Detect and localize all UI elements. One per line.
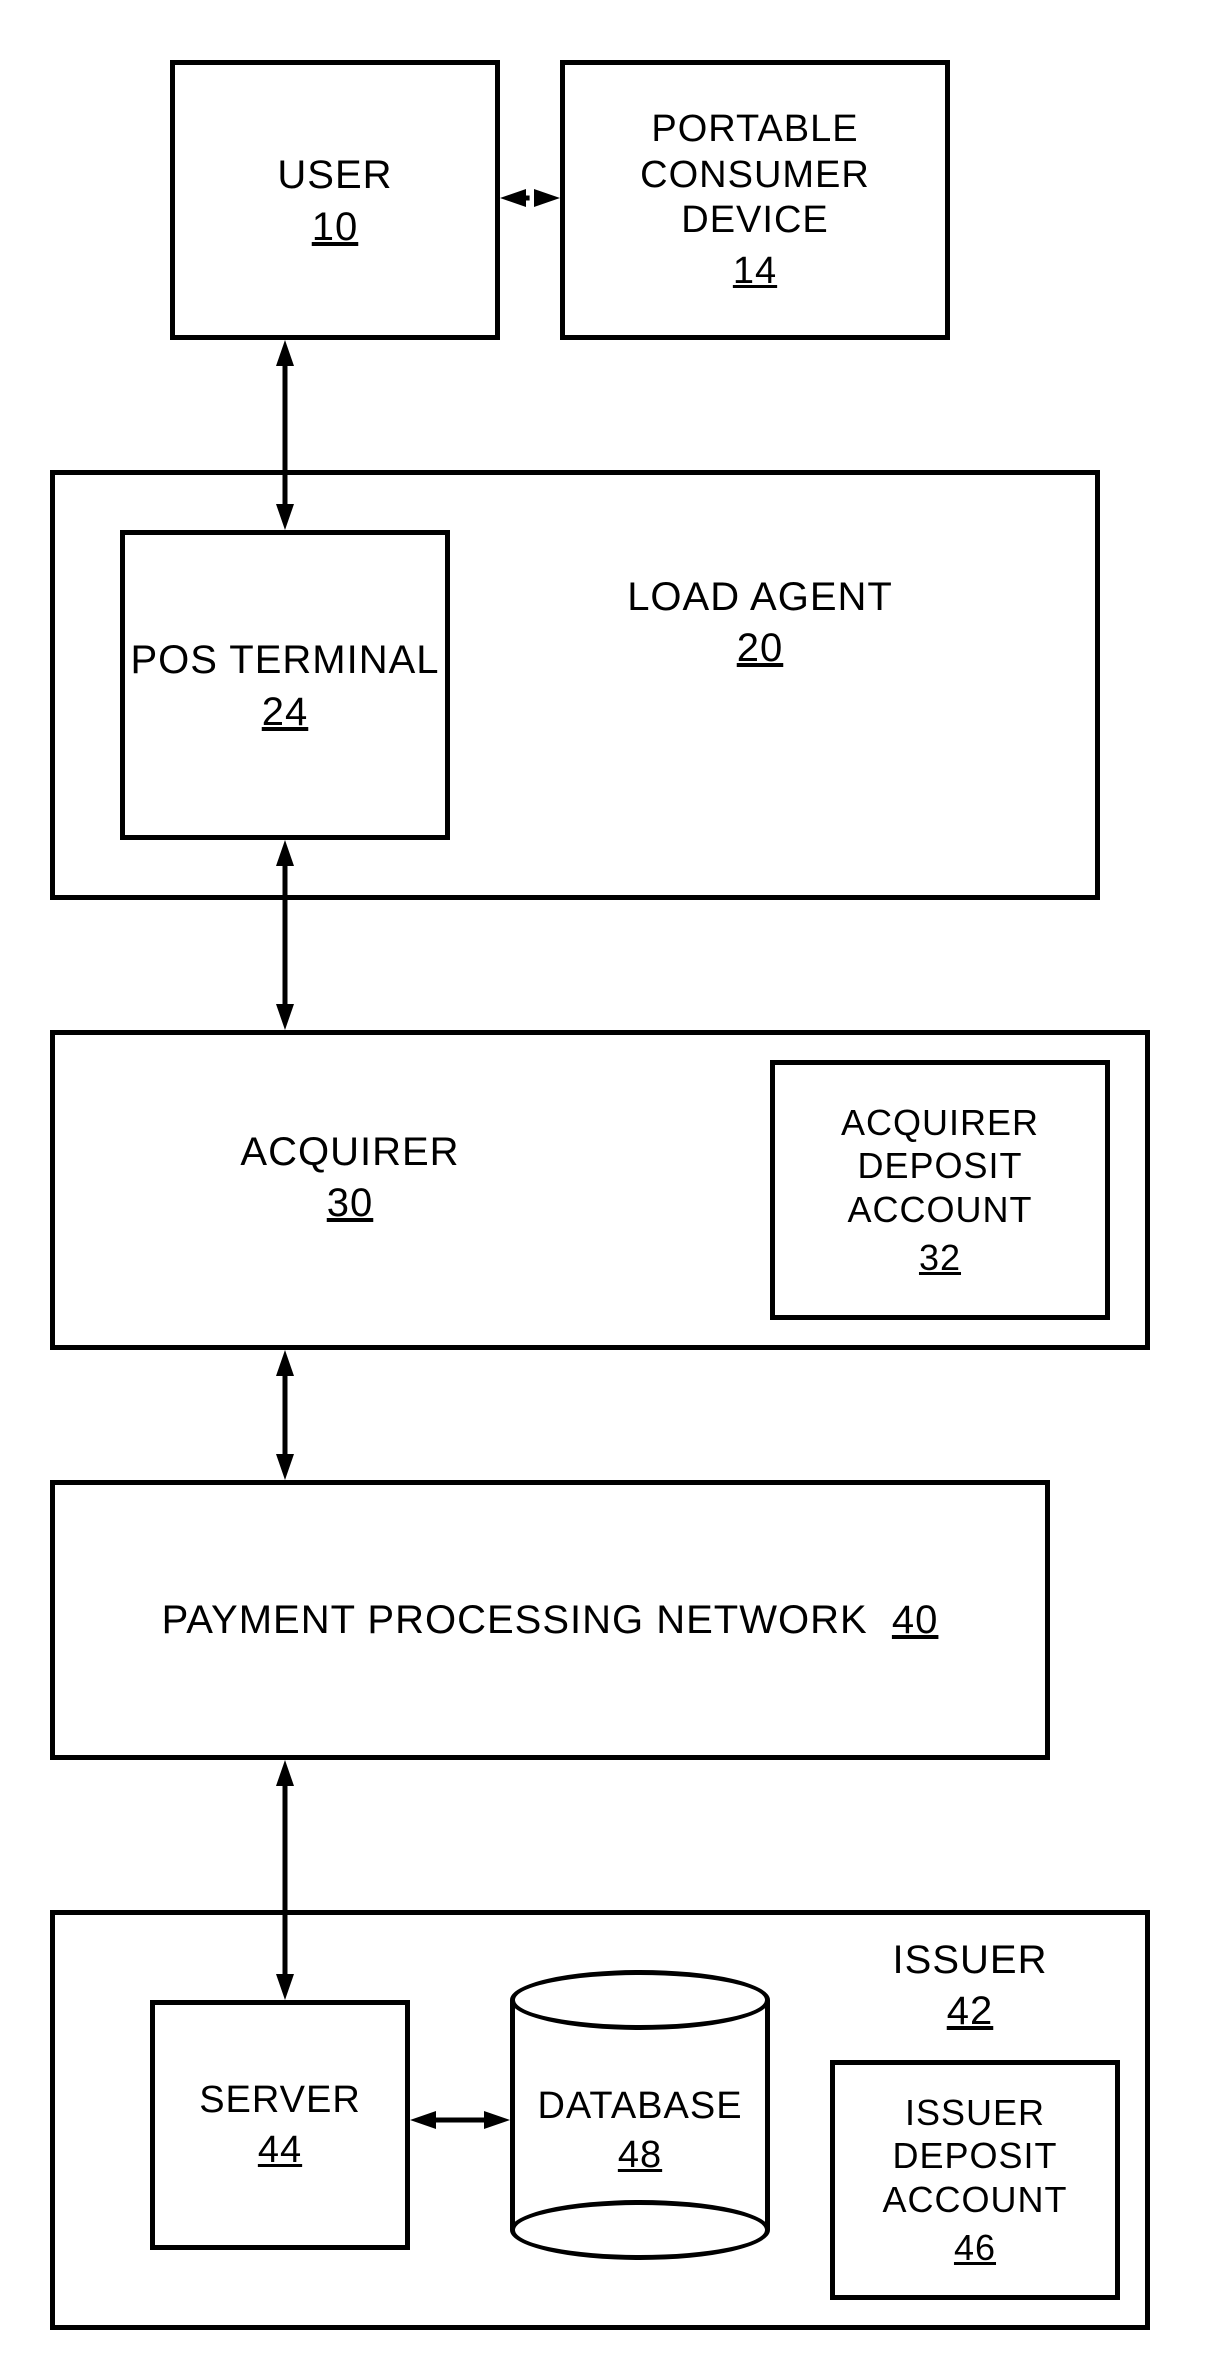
- pcd-num: 14: [733, 250, 777, 293]
- ida-label: ISSUER DEPOSIT ACCOUNT: [835, 2091, 1115, 2221]
- load-agent-label: LOAD AGENT: [560, 575, 960, 620]
- load-agent-label-block: LOAD AGENT 20: [560, 575, 960, 671]
- pos-num: 24: [262, 690, 309, 735]
- ada-node: ACQUIRER DEPOSIT ACCOUNT 32: [770, 1060, 1110, 1320]
- issuer-label: ISSUER: [840, 1938, 1100, 1983]
- user-node: USER 10: [170, 60, 500, 340]
- acquirer-label-block: ACQUIRER 30: [170, 1130, 530, 1226]
- user-num: 10: [312, 205, 359, 250]
- server-node: SERVER 44: [150, 2000, 410, 2250]
- ppn-node: PAYMENT PROCESSING NETWORK 40: [50, 1480, 1050, 1760]
- pcd-node: PORTABLE CONSUMER DEVICE 14: [560, 60, 950, 340]
- database-node: DATABASE 48: [510, 1970, 770, 2260]
- pos-node: POS TERMINAL 24: [120, 530, 450, 840]
- pos-label: POS TERMINAL: [130, 636, 439, 684]
- user-label: USER: [277, 151, 392, 199]
- load-agent-num: 20: [560, 626, 960, 671]
- server-num: 44: [258, 2129, 302, 2172]
- database-num: 48: [510, 2134, 770, 2177]
- issuer-num: 42: [840, 1989, 1100, 2034]
- acquirer-label: ACQUIRER: [170, 1130, 530, 1175]
- ada-num: 32: [919, 1237, 961, 1279]
- ppn-label: PAYMENT PROCESSING NETWORK 40: [162, 1596, 939, 1644]
- ida-node: ISSUER DEPOSIT ACCOUNT 46: [830, 2060, 1120, 2300]
- acquirer-num: 30: [170, 1181, 530, 1226]
- server-label: SERVER: [199, 2078, 361, 2124]
- ppn-label-text: PAYMENT PROCESSING NETWORK: [162, 1598, 868, 1642]
- ppn-num: 40: [892, 1598, 939, 1642]
- pcd-label: PORTABLE CONSUMER DEVICE: [565, 107, 945, 244]
- database-label: DATABASE: [510, 2085, 770, 2128]
- ada-label: ACQUIRER DEPOSIT ACCOUNT: [775, 1101, 1105, 1231]
- ida-num: 46: [954, 2227, 996, 2269]
- issuer-label-block: ISSUER 42: [840, 1938, 1100, 2034]
